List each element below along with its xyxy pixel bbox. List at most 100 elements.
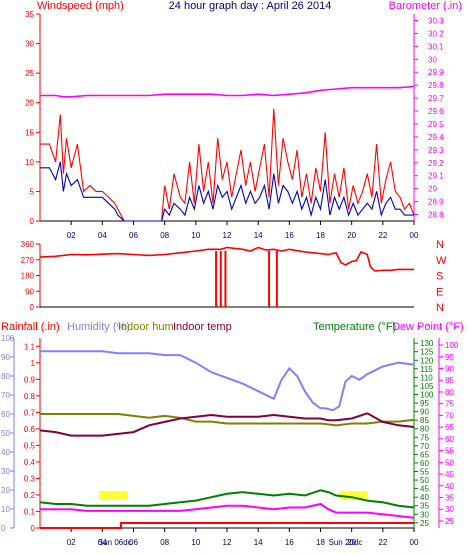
wind-direction-line [39, 246, 414, 272]
barometer-line [40, 85, 415, 98]
humidity-tick-label: 80 [1, 372, 10, 381]
wind-barometer-series [40, 85, 415, 222]
barometer-tick-label: 29.3 [428, 146, 444, 155]
temperature-tick-label: 110 [420, 373, 433, 382]
x-tick-label: 02 [67, 231, 76, 240]
humidity-tick-label: 0 [1, 524, 6, 533]
x-tick-label: 04 [98, 231, 107, 240]
dewpoint-tick-label: 70 [445, 411, 454, 420]
temperature-tick-label: 40 [420, 493, 429, 502]
dewpoint-tick-label: 45 [445, 470, 454, 479]
x-tick-label: 14 [254, 538, 263, 547]
dewpoint-tick-label: 40 [445, 482, 454, 491]
barometer-tick-label: 28.8 [428, 211, 444, 220]
indoor-temperature-line [39, 412, 415, 437]
x-tick-label: 08 [160, 538, 169, 547]
x-tick-label: 20 [347, 538, 356, 547]
rainfall-tick-label: 0.1 [24, 507, 36, 516]
barometer-tick-label: 29.9 [428, 68, 444, 77]
humidity-tick-label: 60 [1, 410, 10, 419]
dewpoint-tick-label: 95 [445, 353, 454, 362]
humidity-tick-label: 20 [1, 486, 10, 495]
x-tick-label: 22 [378, 231, 387, 240]
direction-tick-label: 90 [25, 287, 34, 296]
direction-tick-label: 270 [21, 256, 35, 265]
barometer-tick-label: 29.4 [428, 133, 444, 142]
temperature-legend-label: Temperature (°F) [313, 321, 396, 333]
x-tick-label: 00 [410, 231, 419, 240]
windspeed-tick-label: 25 [25, 69, 34, 78]
windspeed-tick-label: 15 [25, 128, 34, 137]
temperature-humidity-series [39, 350, 415, 529]
humidity-legend-label: Humidity (%) [67, 321, 130, 333]
wind-gust-line [40, 108, 415, 222]
wind-barometer-ticks: 0 5 10 15 20 25 30 35 28.8 28.9 29 29.1 29.2 29.3 29.4… [25, 10, 444, 240]
compass-label: N [436, 302, 444, 314]
dewpoint-tick-label: 35 [445, 494, 454, 503]
windspeed-tick-label: 30 [25, 40, 34, 49]
barometer-tick-label: 30.2 [428, 29, 444, 38]
barometer-tick-label: 30.1 [428, 42, 444, 51]
temperature-tick-label: 115 [420, 365, 433, 374]
barometer-tick-label: 29.5 [428, 120, 444, 129]
humidity-line [40, 350, 415, 412]
windspeed-tick-label: 20 [25, 99, 34, 108]
dewpoint-line [40, 502, 415, 519]
windspeed-tick-label: 5 [30, 187, 35, 196]
humidity-tick-label: 100 [1, 334, 15, 343]
barometer-tick-label: 29 [428, 185, 437, 194]
barometer-axis-label: Barometer (.in) [389, 0, 462, 12]
x-tick-label: 16 [285, 231, 294, 240]
dewpoint-tick-label: 50 [445, 458, 454, 467]
x-tick-label: 12 [223, 538, 232, 547]
temperature-line [39, 489, 415, 509]
humidity-tick-label: 90 [1, 353, 10, 362]
x-tick-label: 20 [347, 231, 356, 240]
dewpoint-tick-label: 65 [445, 423, 454, 432]
highlight-band [339, 491, 368, 500]
direction-tick-label: 360 [21, 240, 35, 249]
dewpoint-tick-label: 25 [445, 517, 454, 526]
wind-direction-series [39, 246, 414, 307]
windspeed-axis-label: Windspeed (mph) [37, 0, 124, 12]
indoor-hum-legend-label: Indoor hum [118, 321, 174, 333]
temperature-tick-label: 30 [420, 510, 429, 519]
compass-label: N [436, 239, 444, 251]
rainfall-tick-label: 0 [31, 524, 36, 533]
rainfall-tick-label: 0.5 [24, 441, 36, 450]
windspeed-tick-label: 0 [30, 217, 35, 226]
barometer-tick-label: 30.3 [428, 16, 444, 25]
wind-average-line [40, 161, 414, 222]
dewpoint-tick-label: 55 [445, 447, 454, 456]
x-tick-label: 10 [191, 231, 200, 240]
x-tick-label: 02 [67, 538, 76, 547]
temperature-tick-label: 100 [420, 390, 434, 399]
temperature-tick-label: 50 [420, 476, 429, 485]
temperature-tick-label: 95 [420, 399, 429, 408]
barometer-tick-label: 30 [428, 55, 437, 64]
windspeed-tick-label: 35 [25, 10, 34, 19]
temperature-tick-label: 90 [420, 408, 429, 417]
dewpoint-tick-label: 90 [445, 364, 454, 373]
temperature-humidity-panel: Rainfall (.in) Humidity (%) Indoor hum I… [1, 321, 464, 547]
indoor-humidity-line [40, 413, 415, 427]
barometer-tick-label: 29.1 [428, 172, 444, 181]
temperature-humidity-ticks: 010203040506070809010000.10.20.30.40.50.… [1, 334, 459, 547]
barometer-tick-label: 29.6 [428, 107, 444, 116]
rainfall-axis-label: Rainfall (.in) [1, 321, 60, 333]
indoor-temp-legend-label: Indoor temp [173, 321, 232, 333]
compass-label: S [436, 271, 443, 283]
barometer-tick-label: 29.7 [428, 94, 444, 103]
humidity-tick-label: 30 [1, 467, 10, 476]
barometer-tick-label: 29.2 [428, 159, 444, 168]
temperature-tick-label: 130 [420, 339, 434, 348]
dewpoint-tick-label: 75 [445, 400, 454, 409]
dewpoint-tick-label: 85 [445, 376, 454, 385]
x-tick-label: 18 [316, 231, 325, 240]
compass-label: E [436, 286, 443, 298]
temperature-tick-label: 105 [420, 382, 434, 391]
dewpoint-tick-label: 60 [445, 435, 454, 444]
x-tick-label: 06 [129, 231, 138, 240]
